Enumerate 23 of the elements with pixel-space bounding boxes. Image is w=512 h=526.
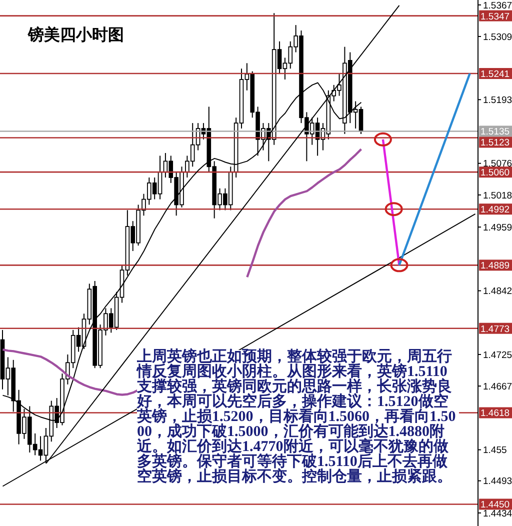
ref-line-label: 1.5241 (480, 69, 510, 80)
y-tick-label: 1.4725 (483, 350, 512, 361)
text: 镑美四小时图 (28, 25, 124, 46)
y-tick-label: 1.5193 (483, 95, 512, 106)
ref-line-label: 1.4992 (480, 204, 510, 216)
ref-line-label: 1.5060 (480, 168, 510, 179)
y-tick-label: 1.4493 (483, 476, 512, 488)
ref-line-label: 1.4889 (480, 260, 510, 272)
ref-line-label: 1.4618 (480, 408, 510, 420)
y-tick-label: 1.4434 (483, 508, 512, 520)
y-tick-label: 1.5018 (483, 190, 512, 202)
ref-line-label: 1.5347 (480, 11, 510, 22)
ref-line-label: 1.4450 (480, 500, 510, 511)
y-tick-label: 1.455 (483, 445, 507, 456)
ref-line-label: 1.4773 (480, 324, 510, 335)
ref-line-label: 1.5123 (480, 138, 510, 149)
y-tick-label: 1.4959 (483, 222, 512, 234)
ref-line-label: 1.5135 (480, 126, 510, 138)
y-tick-label: 1.5309 (483, 32, 512, 43)
y-tick-label: 1.4667 (483, 381, 512, 392)
y-tick-label: 1.4842 (483, 286, 512, 298)
text: 上周英镑也正如预期，整体较强于欧元，周五行情反复周图收小阴柱。从图形来看，英镑1.5110支撑较强，英镑同欧元的思路一样，长张涨势良好，本周可以先空后多，操作建议：1.5120做空英镑，止损1.5200，目标看向1.5060，再看向1.5000，成功下破1.5000，汇价有可能到达1.4880附近。如汇价到达1.4770附近，可以毫不犹豫的做多英镑。保守者可等待下破1.5110后上不去再做空英镑，止损目标不变。控制仓量，止损紧跟。 (137, 349, 456, 485)
y-tick-label: 1.5367 (483, 0, 512, 12)
